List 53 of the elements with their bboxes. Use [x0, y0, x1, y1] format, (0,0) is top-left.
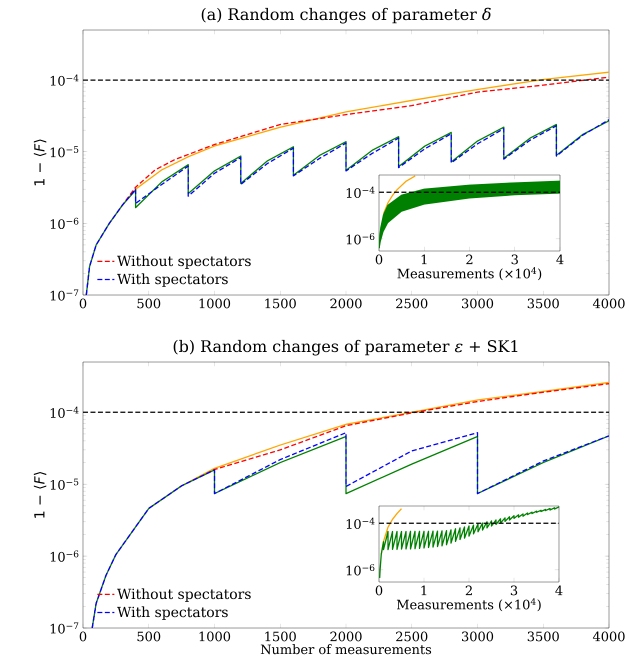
x-tick-label: 0 [80, 632, 86, 642]
x-tick-label: 4 [556, 254, 564, 264]
x-tick-label: 0 [376, 586, 382, 596]
x-tick-label: 2 [466, 254, 472, 264]
x-tick-label: 1 [422, 254, 427, 264]
x-tick-label: 1500 [265, 632, 296, 642]
x-tick-label: 1500 [265, 298, 296, 308]
y-axis-title: 1 − ⟨F⟩ [34, 140, 46, 186]
x-tick-label: 0 [80, 298, 86, 308]
line-series [379, 506, 560, 579]
x-tick-label: 4 [555, 586, 563, 596]
x-tick-label: 500 [138, 632, 160, 642]
x-tick-label: 3 [512, 254, 518, 264]
y-tick-label: 10$^{−6}$ [346, 233, 374, 244]
chart-title: (a) Random changes of parameter δ [202, 8, 491, 24]
x-tick-label: 3000 [462, 632, 494, 642]
y-tick-label: 10$^{−6}$ [346, 564, 374, 576]
x-tick-label: 500 [138, 298, 160, 308]
y-tick-label: 10$^{−7}$ [50, 622, 78, 634]
y-axis-title: 1 − ⟨F⟩ [34, 472, 46, 518]
x-tick-label: 4000 [593, 298, 625, 308]
x-tick-label: 1000 [200, 632, 230, 642]
line-series [382, 175, 416, 214]
x-tick-label: 3 [510, 586, 518, 596]
x-axis-title: Measurements (×10$^{4}$) [397, 598, 541, 612]
chart-title: (b) Random changes of parameter ε + SK1 [174, 340, 518, 356]
x-tick-label: 0 [376, 254, 382, 264]
x-tick-label: 4000 [593, 632, 625, 642]
x-tick-label: 2000 [330, 298, 362, 308]
x-tick-label: 3500 [528, 298, 559, 308]
x-tick-label: 2000 [330, 632, 362, 642]
x-tick-label: 2500 [396, 632, 428, 642]
y-tick-label: 10$^{−5}$ [50, 146, 78, 158]
legend-label: With spectators [117, 606, 228, 620]
y-tick-label: 10$^{−5}$ [50, 478, 78, 490]
x-tick-label: 1 [422, 586, 426, 596]
y-tick-label: 10$^{−6}$ [50, 218, 78, 229]
legend-label: Without spectators [117, 255, 251, 269]
x-tick-label: 3000 [462, 298, 494, 308]
x-tick-label: 2 [466, 586, 472, 596]
y-tick-label: 10$^{−4}$ [346, 518, 375, 529]
y-tick-label: 10$^{−4}$ [50, 74, 79, 86]
x-axis-title: Number of measurements [260, 644, 432, 654]
legend-label: Without spectators [117, 588, 251, 602]
y-tick-label: 10$^{−4}$ [346, 186, 375, 198]
x-axis-title: Measurements (×10$^{4}$) [398, 267, 542, 280]
x-tick-label: 3500 [528, 632, 559, 642]
x-tick-label: 1000 [200, 298, 230, 308]
x-tick-label: 2500 [396, 298, 428, 308]
y-tick-label: 10$^{−4}$ [50, 406, 79, 418]
y-tick-label: 10$^{−6}$ [50, 550, 78, 562]
y-tick-label: 10$^{−7}$ [50, 289, 78, 301]
legend-label: With spectators [117, 273, 228, 287]
